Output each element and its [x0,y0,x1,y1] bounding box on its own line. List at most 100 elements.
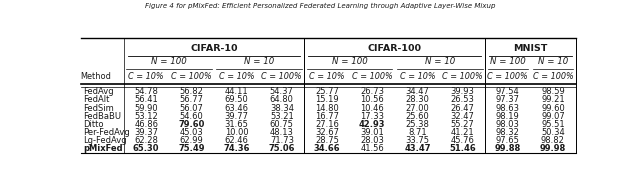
Text: C = 100%: C = 100% [442,72,483,81]
Text: N = 10: N = 10 [244,57,275,66]
Text: 62.28: 62.28 [134,136,158,145]
Text: 53.21: 53.21 [270,112,294,121]
Text: 99.21: 99.21 [541,95,564,104]
Text: 34.47: 34.47 [405,87,429,96]
Text: 43.47: 43.47 [404,144,431,153]
Text: 98.59: 98.59 [541,87,564,96]
Text: CIFAR-10: CIFAR-10 [190,44,238,53]
Text: 65.30: 65.30 [133,144,159,153]
Text: 16.77: 16.77 [315,112,339,121]
Text: C = 100%: C = 100% [352,72,392,81]
Text: 39.01: 39.01 [360,128,384,137]
Text: 33.75: 33.75 [405,136,429,145]
Text: 25.38: 25.38 [405,120,429,129]
Text: 10.56: 10.56 [360,95,384,104]
Text: 50.34: 50.34 [541,128,564,137]
Text: 39.37: 39.37 [134,128,158,137]
Text: Ditto: Ditto [83,120,104,129]
Text: 54.37: 54.37 [270,87,294,96]
Text: N = 10: N = 10 [538,57,568,66]
Text: 97.37: 97.37 [496,95,520,104]
Text: Lg-FedAvg: Lg-FedAvg [83,136,127,145]
Text: 26.73: 26.73 [360,87,384,96]
Text: 25.60: 25.60 [406,112,429,121]
Text: 56.77: 56.77 [179,95,204,104]
Text: N = 100: N = 100 [332,57,367,66]
Text: 17.33: 17.33 [360,112,384,121]
Text: N = 100: N = 100 [490,57,525,66]
Text: 64.80: 64.80 [270,95,294,104]
Text: 99.98: 99.98 [540,144,566,153]
Text: C = 10%: C = 10% [129,72,164,81]
Text: 54.60: 54.60 [180,112,204,121]
Text: 99.88: 99.88 [495,144,521,153]
Text: 75.06: 75.06 [269,144,295,153]
Text: FedSim: FedSim [83,103,115,113]
Text: 98.82: 98.82 [541,136,565,145]
Text: 27.00: 27.00 [406,103,429,113]
Text: 69.50: 69.50 [225,95,248,104]
Text: Figure 4 for pMixFed: Efficient Personalized Federated Learning through Adaptive: Figure 4 for pMixFed: Efficient Personal… [145,3,495,9]
Text: 15.19: 15.19 [315,95,339,104]
Text: C = 100%: C = 100% [532,72,573,81]
Text: 38.34: 38.34 [270,103,294,113]
Text: 56.82: 56.82 [179,87,204,96]
Text: C = 10%: C = 10% [309,72,345,81]
Text: 14.80: 14.80 [315,103,339,113]
Text: pMixFed: pMixFed [83,144,123,153]
Text: 56.41: 56.41 [134,95,158,104]
Text: 98.32: 98.32 [496,128,520,137]
Text: 59.90: 59.90 [134,103,158,113]
Text: 62.99: 62.99 [180,136,204,145]
Text: 42.93: 42.93 [359,120,385,129]
Text: 10.00: 10.00 [225,128,248,137]
Text: 55.27: 55.27 [451,120,474,129]
Text: 99.07: 99.07 [541,112,564,121]
Text: 95.51: 95.51 [541,120,564,129]
Text: 41.56: 41.56 [360,144,384,153]
Text: 63.46: 63.46 [225,103,248,113]
Text: MNIST: MNIST [513,44,547,53]
Text: 26.47: 26.47 [451,103,474,113]
Text: 98.63: 98.63 [496,103,520,113]
Text: Method: Method [80,72,111,81]
Text: 45.03: 45.03 [180,128,204,137]
Text: 10.46: 10.46 [360,103,384,113]
Text: 28.30: 28.30 [405,95,429,104]
Text: FedBaBU: FedBaBU [83,112,122,121]
Text: 27.16: 27.16 [315,120,339,129]
Text: C = 100%: C = 100% [487,72,528,81]
Text: 97.65: 97.65 [496,136,520,145]
Text: 56.07: 56.07 [179,103,204,113]
Text: 98.19: 98.19 [496,112,520,121]
Text: 79.60: 79.60 [178,120,205,129]
Text: 28.03: 28.03 [360,136,384,145]
Text: 41.21: 41.21 [451,128,474,137]
Text: C = 10%: C = 10% [399,72,435,81]
Text: 74.36: 74.36 [223,144,250,153]
Text: 51.46: 51.46 [449,144,476,153]
Text: 99.60: 99.60 [541,103,564,113]
Text: 98.03: 98.03 [496,120,520,129]
Text: 32.67: 32.67 [315,128,339,137]
Text: 31.65: 31.65 [225,120,248,129]
Text: 46.86: 46.86 [134,120,158,129]
Text: N = 100: N = 100 [151,57,187,66]
Text: 48.13: 48.13 [270,128,294,137]
Text: 75.49: 75.49 [178,144,205,153]
Text: C = 100%: C = 100% [171,72,212,81]
Text: 8.71: 8.71 [408,128,427,137]
Text: N = 10: N = 10 [425,57,455,66]
Text: 60.75: 60.75 [270,120,294,129]
Text: 26.53: 26.53 [451,95,474,104]
Text: 54.78: 54.78 [134,87,158,96]
Text: 71.73: 71.73 [270,136,294,145]
Text: 62.46: 62.46 [225,136,248,145]
Text: 39.77: 39.77 [225,112,248,121]
Text: 32.47: 32.47 [451,112,474,121]
Text: CIFAR-100: CIFAR-100 [368,44,422,53]
Text: 39.93: 39.93 [451,87,474,96]
Text: 53.12: 53.12 [134,112,158,121]
Text: C = 10%: C = 10% [219,72,255,81]
Text: Per-FedAvg: Per-FedAvg [83,128,131,137]
